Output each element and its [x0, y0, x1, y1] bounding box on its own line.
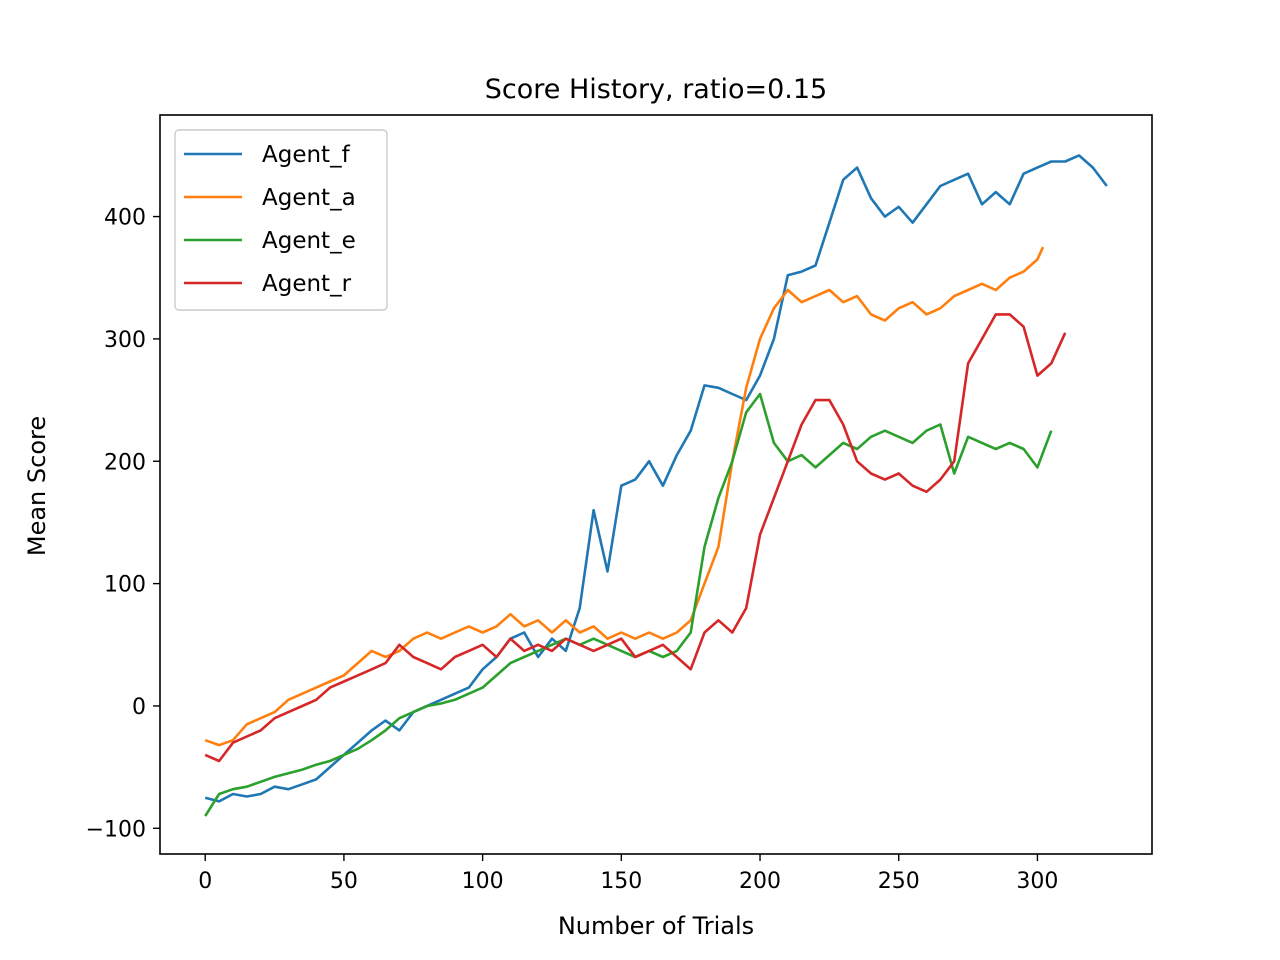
series-line-2 [204, 392, 1053, 817]
x-tick-label: 250 [878, 869, 920, 894]
y-tick-label: 300 [104, 328, 146, 353]
series-line-0 [204, 154, 1108, 803]
x-tick-label: 300 [1016, 869, 1058, 894]
x-tick-label: 100 [462, 869, 504, 894]
legend: Agent_f Agent_a Agent_e Agent_r [174, 129, 388, 311]
y-tick-label: 400 [104, 206, 146, 231]
y-tick-label: 0 [132, 695, 146, 720]
series-line-1 [204, 246, 1045, 747]
y-tick-label: −100 [86, 817, 146, 842]
x-tick-label: 0 [198, 869, 212, 894]
legend-box [174, 129, 388, 311]
x-tick-label: 150 [600, 869, 642, 894]
y-axis-label: Mean Score [23, 416, 51, 556]
axes-frame [159, 114, 1153, 855]
series-line-3 [204, 313, 1067, 763]
y-tick-label: 100 [104, 573, 146, 598]
legend-label: Agent_e [262, 228, 356, 254]
x-axis-label: Number of Trials [558, 912, 754, 940]
legend-label: Agent_f [262, 142, 351, 168]
x-axis-ticks: 0 50 100 150 200 250 300 [198, 854, 1058, 894]
plot-area [204, 154, 1108, 817]
legend-label: Agent_a [262, 185, 356, 211]
y-axis-ticks: −100 0 100 200 300 400 [86, 206, 160, 842]
y-tick-label: 200 [104, 450, 146, 475]
chart-title: Score History, ratio=0.15 [485, 74, 827, 105]
x-tick-label: 200 [739, 869, 781, 894]
legend-label: Agent_r [262, 271, 352, 297]
x-tick-label: 50 [330, 869, 358, 894]
